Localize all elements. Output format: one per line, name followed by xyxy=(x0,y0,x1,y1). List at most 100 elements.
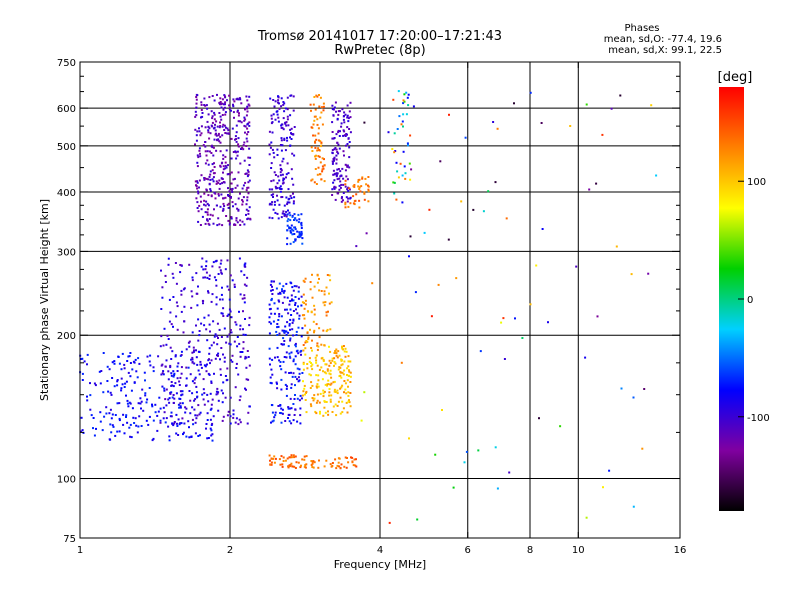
data-point-c2-10 xyxy=(272,419,275,422)
data-point-c7-59 xyxy=(323,406,326,409)
data-point-c1-232 xyxy=(231,360,234,363)
data-point-c13-42 xyxy=(588,188,591,191)
data-point-c1-193 xyxy=(229,343,232,346)
data-point-c7-71 xyxy=(308,373,311,376)
data-point-c3-47 xyxy=(205,154,208,157)
data-point-c13-59 xyxy=(409,235,412,238)
data-point-c4-133 xyxy=(287,198,290,201)
data-point-c3-298 xyxy=(204,177,206,180)
data-point-c0-242 xyxy=(202,388,205,391)
data-point-c5-96 xyxy=(331,121,334,124)
data-point-c6-25 xyxy=(294,239,297,242)
data-point-c3-156 xyxy=(220,106,223,109)
data-point-c1-111 xyxy=(175,315,178,318)
data-point-c4-53 xyxy=(272,208,275,211)
data-point-c13-1 xyxy=(608,469,611,472)
data-point-c0-31 xyxy=(110,417,113,420)
data-point-c3-407 xyxy=(195,114,198,117)
data-point-c1-9 xyxy=(172,296,175,298)
data-point-c1-110 xyxy=(176,328,179,331)
data-point-c6-38 xyxy=(298,234,301,237)
data-point-c3-222 xyxy=(227,202,230,205)
data-point-c2-4 xyxy=(284,308,286,311)
data-point-c13-79 xyxy=(585,516,588,519)
data-point-c6-24 xyxy=(300,221,303,224)
data-point-c7-199 xyxy=(310,365,313,368)
data-point-c5-40 xyxy=(335,162,338,165)
data-point-c3-409 xyxy=(242,144,245,147)
data-point-c9-65 xyxy=(310,146,313,149)
data-point-c9-18 xyxy=(321,165,324,168)
data-point-c1-142 xyxy=(196,363,199,366)
data-point-c1-93 xyxy=(191,361,194,364)
data-point-c1-307 xyxy=(226,367,229,370)
data-point-c1-208 xyxy=(167,257,170,260)
data-point-c7-69 xyxy=(339,387,342,390)
data-point-c4-156 xyxy=(272,179,275,182)
data-point-c1-315 xyxy=(169,364,172,367)
data-point-c0-77 xyxy=(187,366,190,369)
data-point-c2-118 xyxy=(280,421,283,424)
data-point-c4-169 xyxy=(278,179,281,182)
data-point-c0-16 xyxy=(118,362,121,365)
data-point-c5-48 xyxy=(331,108,334,111)
data-point-c7-72 xyxy=(344,388,347,391)
data-point-c4-79 xyxy=(286,108,289,111)
data-point-c1-358 xyxy=(179,264,182,266)
data-point-c3-82 xyxy=(223,94,226,97)
data-point-c3-106 xyxy=(217,193,220,195)
data-point-c7-112 xyxy=(347,355,350,358)
data-point-c5-82 xyxy=(333,179,336,182)
data-point-c7-104 xyxy=(329,362,332,364)
data-point-c3-258 xyxy=(199,152,201,155)
data-point-c7-55 xyxy=(347,391,350,394)
data-point-c5-13 xyxy=(345,175,348,178)
data-point-c7-100 xyxy=(311,363,314,366)
data-point-c5-39 xyxy=(335,110,337,113)
data-point-c4-39 xyxy=(280,137,283,140)
data-point-c1-0 xyxy=(220,271,223,274)
data-point-c3-7 xyxy=(223,129,226,131)
data-point-c1-204 xyxy=(172,370,175,373)
data-point-c11-37 xyxy=(288,456,291,459)
x-tick-label-1: 1 xyxy=(77,545,83,556)
data-point-c3-63 xyxy=(208,96,211,99)
data-point-c11-11 xyxy=(281,465,284,468)
data-point-c3-379 xyxy=(218,187,221,190)
data-point-c7-60 xyxy=(322,358,325,361)
data-point-c7-43 xyxy=(344,382,347,385)
data-point-c8-6 xyxy=(304,341,307,344)
data-point-c7-163 xyxy=(339,396,342,399)
data-point-c6-47 xyxy=(292,241,295,244)
data-point-c7-144 xyxy=(310,347,313,349)
data-point-c11-86 xyxy=(290,462,293,465)
data-point-c0-2 xyxy=(126,421,129,424)
data-point-c0-35 xyxy=(154,403,157,406)
data-point-c1-281 xyxy=(180,310,183,313)
data-point-c10-14 xyxy=(364,177,367,180)
data-point-c6-54 xyxy=(294,238,297,241)
data-point-c2-159 xyxy=(275,330,278,333)
data-point-c12-0 xyxy=(402,125,404,128)
data-point-c10-13 xyxy=(344,206,347,209)
data-point-c1-80 xyxy=(159,421,162,424)
data-point-c3-308 xyxy=(240,148,242,150)
data-point-c5-112 xyxy=(334,186,337,189)
data-point-c0-52 xyxy=(81,429,84,432)
data-point-c0-165 xyxy=(198,434,201,437)
data-point-c7-191 xyxy=(341,346,343,349)
data-point-c7-15 xyxy=(329,398,332,401)
data-point-c7-159 xyxy=(340,359,343,362)
data-point-c0-5 xyxy=(175,432,178,435)
data-point-c0-39 xyxy=(178,406,181,409)
data-point-c6-28 xyxy=(301,242,304,245)
data-point-c11-50 xyxy=(323,465,326,468)
data-point-c7-152 xyxy=(326,369,329,372)
data-point-c0-169 xyxy=(168,397,171,400)
data-point-c5-63 xyxy=(349,131,352,134)
data-point-c3-411 xyxy=(246,199,249,202)
data-point-c7-138 xyxy=(306,363,309,365)
data-point-c9-7 xyxy=(315,183,318,185)
data-point-c5-22 xyxy=(342,192,345,194)
